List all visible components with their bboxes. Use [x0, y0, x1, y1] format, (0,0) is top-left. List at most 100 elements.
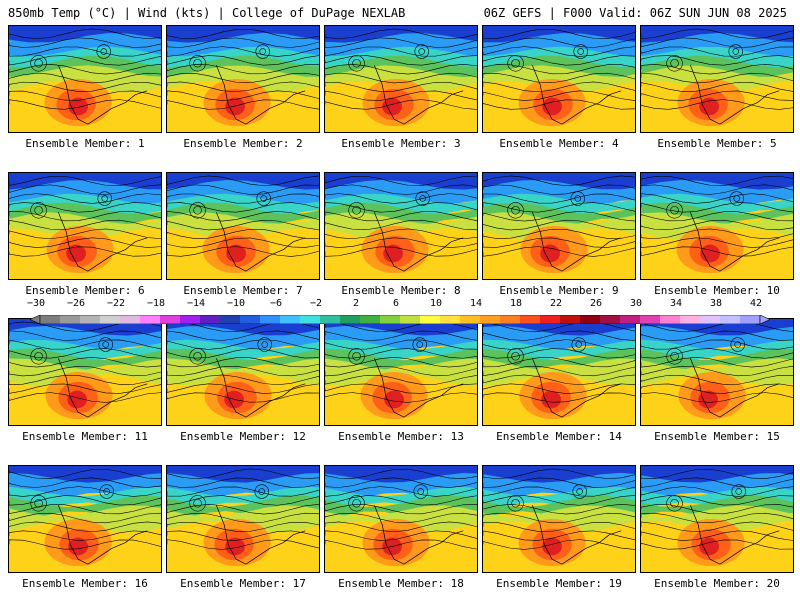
colorbar-tick-label: −14	[186, 298, 206, 309]
ensemble-member-label: Ensemble Member: 5	[657, 137, 777, 150]
colorbar-tick-label: 42	[749, 298, 763, 309]
ensemble-panel	[8, 172, 162, 280]
colorbar-tick-label: −26	[66, 298, 86, 309]
colorbar-swatch	[280, 315, 301, 324]
colorbar-swatch	[580, 315, 601, 324]
temperature-map	[325, 26, 477, 132]
colorbar-swatch	[460, 315, 481, 324]
ensemble-panel	[640, 25, 794, 133]
colorbar-swatch	[200, 315, 221, 324]
colorbar-swatch	[480, 315, 501, 324]
ensemble-panel	[482, 25, 636, 133]
temperature-map	[483, 173, 635, 279]
colorbar-swatch	[220, 315, 241, 324]
colorbar-swatch	[420, 315, 441, 324]
colorbar-tick-label: 6	[392, 298, 400, 309]
colorbar-swatch	[340, 315, 361, 324]
colorbar-tick-label: 38	[709, 298, 723, 309]
ensemble-member-label: Ensemble Member: 17	[180, 577, 306, 590]
temperature-map	[325, 319, 477, 425]
colorbar-swatch	[560, 315, 581, 324]
colorbar-swatch	[680, 315, 701, 324]
temperature-map	[641, 466, 793, 572]
temperature-map	[325, 173, 477, 279]
colorbar-tick-label: 22	[549, 298, 563, 309]
colorbar-swatch	[260, 315, 281, 324]
colorbar-swatch	[700, 315, 721, 324]
colorbar-swatch	[80, 315, 101, 324]
colorbar-swatch	[640, 315, 661, 324]
colorbar-swatches	[29, 314, 771, 325]
colorbar-swatch	[660, 315, 681, 324]
ensemble-member-label: Ensemble Member: 4	[499, 137, 619, 150]
ensemble-panel	[166, 465, 320, 573]
ensemble-member-label: Ensemble Member: 9	[499, 284, 619, 297]
ensemble-member-label: Ensemble Member: 7	[183, 284, 303, 297]
ensemble-member-label: Ensemble Member: 20	[654, 577, 780, 590]
ensemble-panel	[482, 318, 636, 426]
colorbar-swatch	[180, 315, 201, 324]
temperature-map	[325, 466, 477, 572]
ensemble-panel	[166, 25, 320, 133]
colorbar-swatch	[40, 315, 61, 324]
colorbar-swatch	[440, 315, 461, 324]
colorbar-arrow-left	[29, 314, 41, 325]
temperature-map	[167, 319, 319, 425]
temperature-map	[483, 466, 635, 572]
ensemble-member-label: Ensemble Member: 15	[654, 430, 780, 443]
ensemble-panel	[8, 465, 162, 573]
map-title: 850mb Temp (°C) | Wind (kts) | College o…	[8, 6, 406, 20]
temperature-map	[167, 466, 319, 572]
temperature-map	[641, 173, 793, 279]
colorbar-swatch	[60, 315, 81, 324]
colorbar-swatch	[380, 315, 401, 324]
ensemble-member-label: Ensemble Member: 18	[338, 577, 464, 590]
colorbar-swatch	[540, 315, 561, 324]
ensemble-member-label: Ensemble Member: 19	[496, 577, 622, 590]
temperature-map	[167, 26, 319, 132]
temperature-map	[483, 26, 635, 132]
colorbar-swatch	[240, 315, 261, 324]
temperature-map	[167, 173, 319, 279]
colorbar-swatch	[620, 315, 641, 324]
ensemble-panel	[482, 172, 636, 280]
ensemble-member-label: Ensemble Member: 1	[25, 137, 145, 150]
colorbar-swatch	[120, 315, 141, 324]
colorbar-tick-label: −22	[106, 298, 126, 309]
ensemble-member-label: Ensemble Member: 6	[25, 284, 145, 297]
colorbar-tick-label: −10	[226, 298, 246, 309]
colorbar-swatch	[500, 315, 521, 324]
temperature-map	[483, 319, 635, 425]
ensemble-panel	[324, 25, 478, 133]
ensemble-member-label: Ensemble Member: 14	[496, 430, 622, 443]
colorbar-swatch	[400, 315, 421, 324]
ensemble-panel	[640, 172, 794, 280]
ensemble-member-label: Ensemble Member: 10	[654, 284, 780, 297]
colorbar-swatch	[140, 315, 161, 324]
ensemble-panel	[8, 318, 162, 426]
colorbar-swatch	[600, 315, 621, 324]
ensemble-panel	[640, 318, 794, 426]
temperature-map	[9, 466, 161, 572]
colorbar-tick-label: −18	[146, 298, 166, 309]
ensemble-member-label: Ensemble Member: 13	[338, 430, 464, 443]
colorbar-arrow-right	[759, 314, 771, 325]
colorbar-swatch	[320, 315, 341, 324]
colorbar-tick-label: 34	[669, 298, 683, 309]
colorbar-tick-label: 18	[509, 298, 523, 309]
ensemble-panel	[166, 172, 320, 280]
colorbar-tick-label: −6	[269, 298, 283, 309]
colorbar-swatch	[360, 315, 381, 324]
ensemble-panel	[640, 465, 794, 573]
colorbar-swatch	[720, 315, 741, 324]
ensemble-panel	[482, 465, 636, 573]
ensemble-member-label: Ensemble Member: 2	[183, 137, 303, 150]
ensemble-member-label: Ensemble Member: 8	[341, 284, 461, 297]
temperature-map	[641, 319, 793, 425]
ensemble-panel	[324, 172, 478, 280]
ensemble-member-label: Ensemble Member: 12	[180, 430, 306, 443]
temperature-map	[9, 319, 161, 425]
ensemble-panel	[166, 318, 320, 426]
colorbar-swatch	[300, 315, 321, 324]
ensemble-panel	[324, 318, 478, 426]
